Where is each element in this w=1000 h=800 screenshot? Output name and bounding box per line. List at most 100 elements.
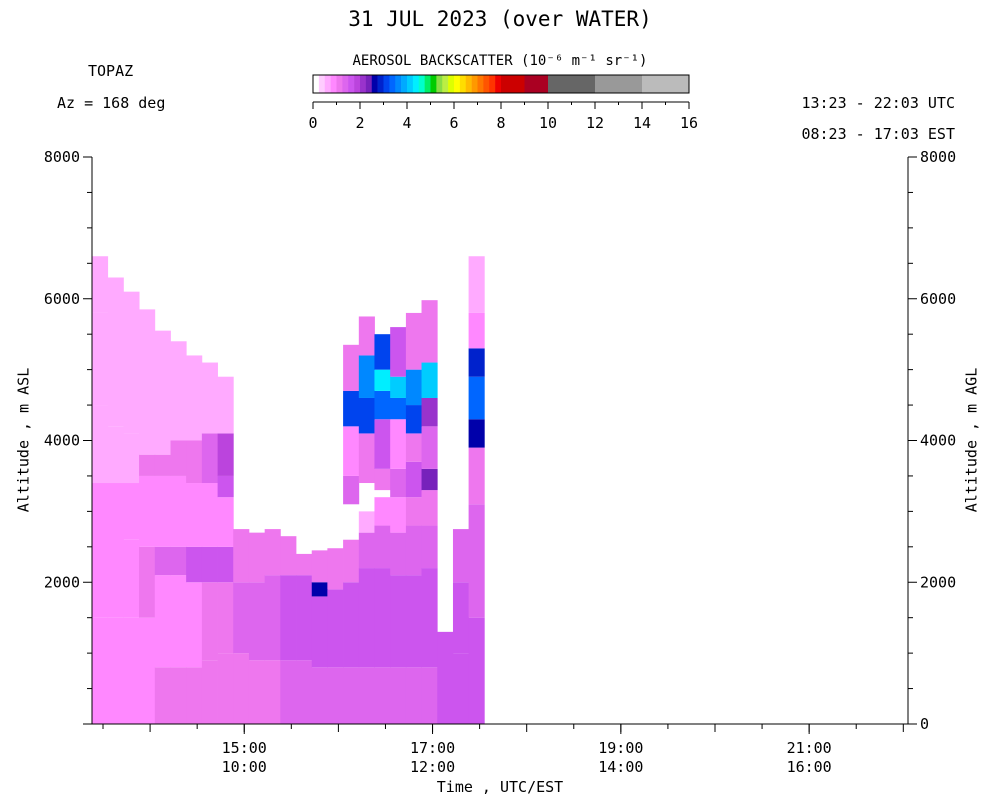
y-tick-label-right-1: 2000: [920, 573, 956, 591]
heatmap-cell-18-3: [374, 497, 391, 526]
heatmap-cell-18-1: [374, 568, 391, 668]
heatmap-cell-4-2: [154, 546, 171, 576]
heatmap-cell-2-1: [123, 539, 140, 618]
y-tick-label-right-2: 4000: [920, 432, 956, 450]
colorbar-segment-23: [448, 75, 455, 93]
x-tick-label-utc-3: 21:00: [787, 739, 832, 757]
heatmap-cell-21-2: [421, 525, 438, 569]
colorbar-segment-25: [459, 75, 467, 93]
colorbar-segment-30: [489, 75, 496, 93]
x-tick-label-utc-1: 17:00: [410, 739, 455, 757]
heatmap-cell-20-7: [405, 369, 422, 406]
heatmap-cell-16-0: [343, 667, 360, 724]
y-tick-label-right-3: 6000: [920, 290, 956, 308]
heatmap-cell-6-0: [186, 667, 203, 724]
x-tick-label-est-2: 14:00: [598, 758, 643, 776]
x-tick-label-utc-0: 15:00: [222, 739, 267, 757]
heatmap-cell-7-4: [201, 433, 218, 484]
heatmap-cell-10-0: [248, 660, 266, 724]
heatmap-cell-24-2: [468, 447, 485, 505]
colorbar-tick-label-8: 16: [680, 114, 698, 132]
heatmap-cell-20-4: [405, 461, 422, 498]
heatmap-cell-0-1: [92, 483, 109, 618]
heatmap-cell-2-3: [123, 433, 140, 484]
heatmap-cell-18-0: [374, 667, 391, 724]
colorbar-segment-13: [389, 75, 396, 93]
heatmap-cell-5-3: [170, 475, 187, 547]
heatmap-cell-17-7: [358, 316, 375, 356]
colorbar-segment-7: [354, 75, 361, 93]
heatmap-cell-24-3: [468, 419, 485, 448]
heatmap-cell-19-2: [390, 532, 407, 576]
heatmap-cell-21-1: [421, 568, 438, 668]
heatmap-cell-6-1: [186, 582, 203, 668]
heatmap-cell-3-0: [139, 617, 156, 724]
heatmap-cell-5-4: [170, 440, 187, 476]
heatmap-cell-10-2: [248, 532, 266, 583]
colorbar-tick-label-1: 2: [355, 114, 364, 132]
heatmap-cell-5-5: [170, 341, 187, 441]
x-tick-label-est-0: 10:00: [222, 758, 267, 776]
heatmap-cell-1-2: [107, 426, 124, 484]
heatmap-cell-6-5: [186, 355, 203, 441]
y-tick-label-left-0: 2000: [44, 573, 80, 591]
heatmap-cell-24-4: [468, 376, 485, 420]
colorbar-segment-21: [436, 75, 443, 93]
heatmap-cell-15-2: [327, 548, 344, 590]
heatmap-cell-23-0: [452, 653, 470, 725]
heatmap-cell-18-6: [374, 390, 391, 420]
heatmap-cell-21-3: [421, 490, 438, 526]
heatmap-cell-11-0: [264, 660, 281, 724]
heatmap-cell-0-3: [92, 312, 109, 406]
heatmap-cell-21-5: [421, 426, 438, 469]
heatmap-cell-17-6: [358, 355, 375, 398]
heatmap-cell-1-4: [107, 277, 124, 321]
heatmap-cell-20-1: [405, 575, 422, 668]
colorbar-segment-22: [442, 75, 449, 93]
heatmap-cell-19-3: [390, 497, 407, 533]
heatmap-cell-7-5: [201, 362, 218, 434]
heatmap-cell-17-3: [358, 511, 375, 533]
heatmap-cell-21-0: [421, 667, 438, 724]
colorbar-segment-2: [324, 75, 331, 93]
heatmap-cell-22-0: [437, 631, 454, 724]
heatmap-cell-19-4: [390, 468, 407, 498]
heatmap-cell-24-6: [468, 312, 485, 349]
colorbar-segment-4: [336, 75, 343, 93]
colorbar-tick-label-3: 6: [449, 114, 458, 132]
heatmap-cell-24-5: [468, 348, 485, 377]
heatmap-cell-0-0: [92, 617, 109, 724]
heatmap-cell-16-5: [343, 390, 360, 427]
colorbar-segment-32: [501, 75, 525, 93]
heatmap-cell-5-0: [170, 667, 187, 724]
heatmap-cell-7-1: [201, 582, 218, 661]
colorbar-segment-1: [318, 75, 326, 93]
heatmap-cell-2-0: [123, 617, 140, 724]
colorbar-segment-31: [495, 75, 502, 93]
colorbar-tick-label-2: 4: [402, 114, 411, 132]
heatmap-cell-20-6: [405, 405, 422, 434]
heatmap-cell-14-0: [311, 667, 328, 724]
heatmap-cell-23-1: [452, 582, 470, 654]
heatmap-cell-14-1: [311, 596, 328, 668]
colorbar-segment-29: [483, 75, 490, 93]
colorbar-segment-36: [642, 75, 690, 93]
heatmap-cell-8-5: [217, 433, 234, 476]
colorbar-segment-15: [401, 75, 408, 93]
heatmap-cell-17-1: [358, 568, 375, 668]
x-tick-label-est-3: 16:00: [787, 758, 832, 776]
colorbar-segment-12: [383, 75, 390, 93]
heatmap-cell-4-5: [154, 330, 171, 455]
heatmap-cell-21-4: [421, 468, 438, 491]
heatmap-cell-1-1: [107, 483, 124, 618]
heatmap-cell-21-8: [421, 300, 438, 363]
colorbar-title: AEROSOL BACKSCATTER (10⁻⁶ m⁻¹ sr⁻¹): [352, 53, 648, 69]
azimuth-label: Az = 168 deg: [57, 94, 166, 112]
x-tick-label-utc-2: 19:00: [598, 739, 643, 757]
heatmap-cell-24-7: [468, 256, 485, 313]
heatmap-cell-8-3: [217, 497, 234, 547]
heatmap-cell-3-2: [139, 475, 156, 547]
colorbar-segment-8: [360, 75, 367, 93]
heatmap-cell-4-3: [154, 475, 171, 547]
heatmap-cell-8-0: [217, 653, 234, 725]
